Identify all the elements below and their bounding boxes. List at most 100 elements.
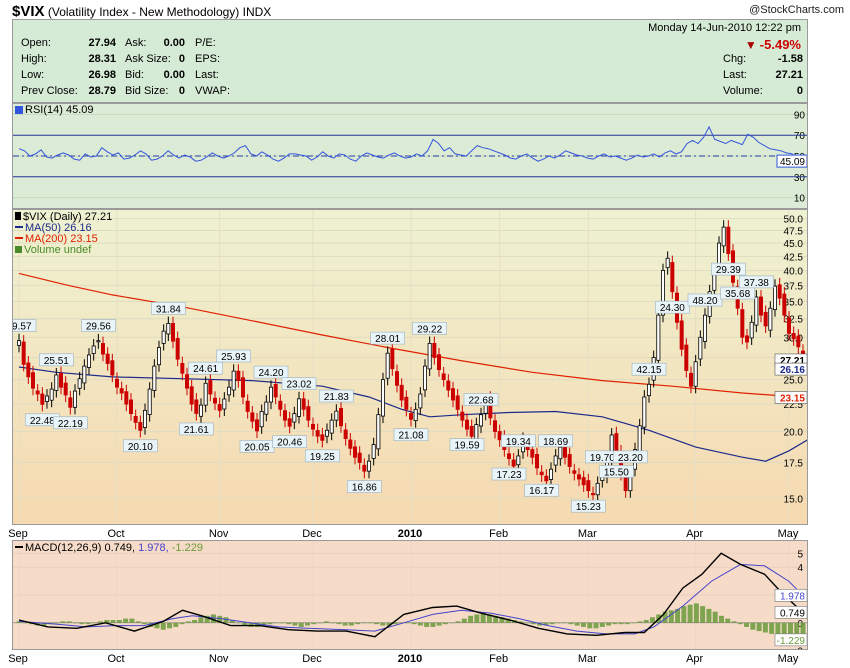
candle-up — [427, 342, 432, 370]
price-tick-label: 42.5 — [784, 252, 804, 263]
candle-up — [661, 270, 666, 316]
price-annotation: 18.69 — [543, 437, 568, 448]
macd-last-label: 0.749 — [780, 608, 805, 619]
ma200-last-tag: 23.15 — [780, 393, 805, 404]
macd-histogram-bar — [173, 622, 179, 627]
macd-histogram-bar — [518, 621, 524, 623]
month-label: Feb — [489, 653, 508, 665]
macd-histogram-bar — [16, 621, 22, 623]
macd-histogram-bar — [179, 622, 185, 625]
price-legend-title: $VIX (Daily) 27.21 — [15, 212, 112, 223]
candle-down — [581, 477, 586, 486]
macd-histogram-bar — [624, 622, 630, 625]
price-tick-label: 50.0 — [784, 215, 804, 226]
candle-down — [759, 296, 764, 316]
macd-line — [18, 552, 804, 638]
macd-histogram-bar — [643, 620, 649, 623]
candle-down — [787, 317, 792, 334]
candle-up — [156, 347, 161, 366]
quote-mid2-label: EPS: — [195, 53, 221, 65]
macd-histogram-bar — [668, 610, 674, 623]
macd-histogram-bar — [286, 622, 292, 625]
price-annotation: 17.23 — [496, 470, 521, 481]
macd-histogram-bar — [85, 622, 91, 625]
candle-down — [586, 480, 591, 492]
month-label: Mar — [578, 528, 597, 540]
candle-down — [26, 362, 31, 378]
candle-up — [366, 460, 371, 472]
candle-up — [87, 354, 92, 368]
price-annotation-box — [216, 349, 251, 363]
candle-down — [436, 354, 441, 371]
macd-histogram-bar — [574, 622, 580, 626]
price-annotation-box — [412, 321, 447, 335]
candle-down — [124, 391, 129, 405]
candle-down — [170, 323, 175, 342]
rsi-tick-label: 30 — [794, 173, 806, 184]
macd-histogram-bar — [336, 622, 342, 625]
macd-histogram-bar — [744, 622, 750, 627]
price-annotation: 29.56 — [86, 322, 111, 333]
price-annotation: 16.17 — [529, 486, 554, 497]
candle-down — [278, 400, 283, 410]
macd-histogram-bar — [123, 618, 129, 623]
macd-histogram-bar — [649, 617, 655, 623]
candle-down — [544, 475, 549, 482]
price-tick-label: 40.0 — [784, 266, 804, 277]
macd-last-box — [774, 589, 807, 602]
macd-histogram-bar — [706, 608, 712, 623]
candle-down — [460, 411, 465, 421]
month-label: May — [778, 528, 799, 540]
candle-up — [647, 383, 652, 397]
month-label: Apr — [686, 653, 703, 665]
candle-down — [539, 471, 544, 476]
macd-histogram-bar — [392, 622, 398, 625]
macd-histogram-bar — [248, 622, 254, 627]
candle-up — [268, 386, 273, 403]
candle-up — [296, 398, 301, 417]
month-label: 2010 — [398, 528, 422, 540]
macd-histogram-bar — [254, 622, 260, 627]
candle-down — [745, 335, 750, 343]
candle-up — [147, 388, 152, 416]
price-annotation-box — [739, 275, 774, 289]
candle-up — [413, 408, 418, 422]
macd-histogram-bar — [593, 622, 599, 629]
macd-histogram-bar — [700, 606, 706, 623]
price-annotation: 16.86 — [352, 483, 377, 494]
candle-up — [422, 365, 427, 391]
macd-histogram-bar — [141, 622, 147, 625]
macd-histogram-bar — [129, 618, 135, 623]
quote-left-label: Prev Close: — [21, 85, 78, 97]
candle-down — [740, 309, 745, 338]
price-annotation-box — [151, 302, 186, 315]
month-label: Dec — [302, 528, 322, 540]
candle-down — [791, 333, 796, 340]
candle-up — [637, 425, 642, 455]
candle-up — [642, 396, 647, 428]
candle-up — [82, 365, 87, 384]
price-annotation: 29.22 — [417, 324, 442, 335]
price-tick-label: 47.5 — [784, 227, 804, 238]
macd-histogram-bar — [267, 622, 273, 625]
month-label: Oct — [107, 653, 124, 665]
quote-mid-label: Ask Size: — [125, 53, 171, 65]
price-annotation-box — [631, 362, 667, 376]
macd-histogram-bar — [210, 614, 216, 623]
candle-down — [563, 446, 568, 458]
macd-histogram-bar — [750, 622, 756, 630]
candle-up — [45, 395, 50, 402]
legend-ma200: MA(200) 23.15 — [15, 234, 112, 245]
macd-histogram-bar — [411, 622, 417, 625]
candle-up — [693, 361, 698, 387]
pct-change: ▼ -5.49% — [745, 37, 801, 52]
candle-down — [343, 429, 348, 439]
quote-right-value: 27.21 — [775, 69, 803, 81]
candle-down — [446, 380, 451, 391]
price-annotation: 19.34 — [506, 437, 531, 448]
macd-histogram-bar — [455, 621, 461, 623]
candle-down — [189, 386, 194, 405]
candle-down — [530, 449, 535, 458]
macd-histogram-bar — [436, 622, 442, 626]
